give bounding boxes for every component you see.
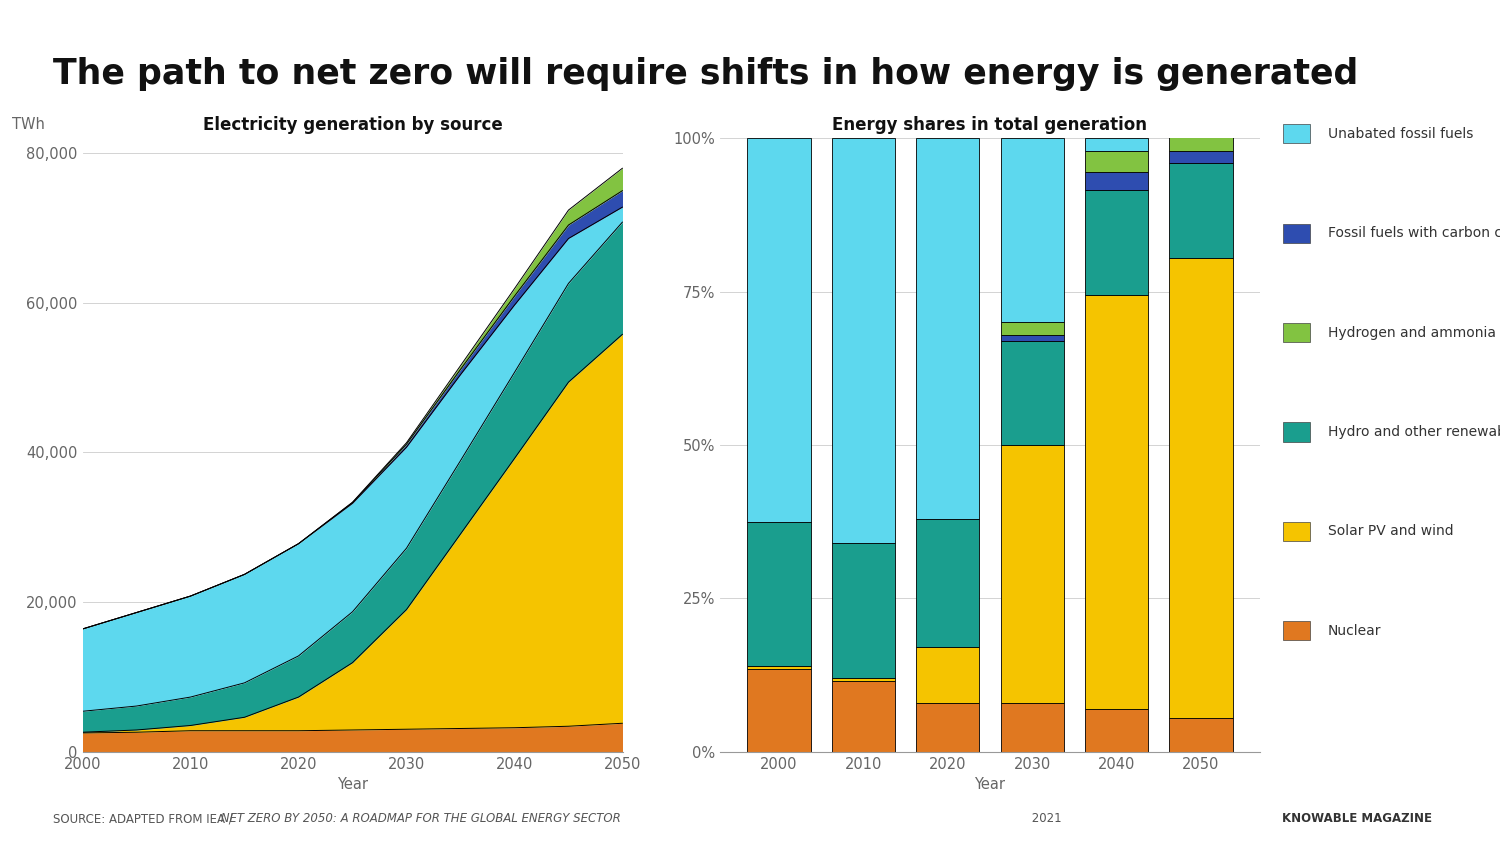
Bar [833,543,896,678]
Text: Hydrogen and ammonia: Hydrogen and ammonia [1328,326,1496,340]
Bar [1084,150,1148,172]
Bar [747,666,810,669]
Text: TWh: TWh [12,118,45,132]
Bar [1170,120,1233,150]
X-axis label: Year: Year [975,777,1005,792]
Text: SOURCE: ADAPTED FROM IEA /: SOURCE: ADAPTED FROM IEA / [53,812,232,825]
Bar [1000,445,1064,702]
Text: The path to net zero will require shifts in how energy is generated: The path to net zero will require shifts… [53,57,1358,91]
Text: KNOWABLE MAGAZINE: KNOWABLE MAGAZINE [1282,812,1432,825]
X-axis label: Year: Year [338,777,368,792]
Bar [916,702,980,752]
Bar [1000,138,1064,322]
Bar [1170,718,1233,752]
Bar [1170,162,1233,257]
Bar [747,669,810,752]
Text: Unabated fossil fuels: Unabated fossil fuels [1328,127,1473,141]
Title: Energy shares in total generation: Energy shares in total generation [833,116,1148,134]
Bar [1084,190,1148,295]
Text: Hydro and other renewables: Hydro and other renewables [1328,425,1500,439]
Text: 2021: 2021 [1028,812,1060,825]
Bar [1170,108,1233,120]
Bar [833,678,896,681]
Title: Electricity generation by source: Electricity generation by source [202,116,502,134]
Bar [833,681,896,752]
Bar [1000,702,1064,752]
Bar [1084,172,1148,190]
Text: NET ZERO BY 2050: A ROADMAP FOR THE GLOBAL ENERGY SECTOR: NET ZERO BY 2050: A ROADMAP FOR THE GLOB… [217,812,621,825]
Bar [1000,340,1064,445]
Bar [1000,334,1064,340]
Bar [916,518,980,647]
Bar [1084,138,1148,150]
Bar [916,138,980,518]
Bar [747,138,810,522]
Bar [833,138,896,543]
Text: Nuclear: Nuclear [1328,624,1382,638]
Text: Solar PV and wind: Solar PV and wind [1328,524,1454,538]
Text: Fossil fuels with carbon capture: Fossil fuels with carbon capture [1328,226,1500,240]
Bar [1084,295,1148,708]
Bar [916,647,980,702]
Bar [1170,150,1233,162]
Bar [1084,708,1148,752]
Bar [1170,257,1233,718]
Bar [1000,322,1064,334]
Bar [747,522,810,666]
